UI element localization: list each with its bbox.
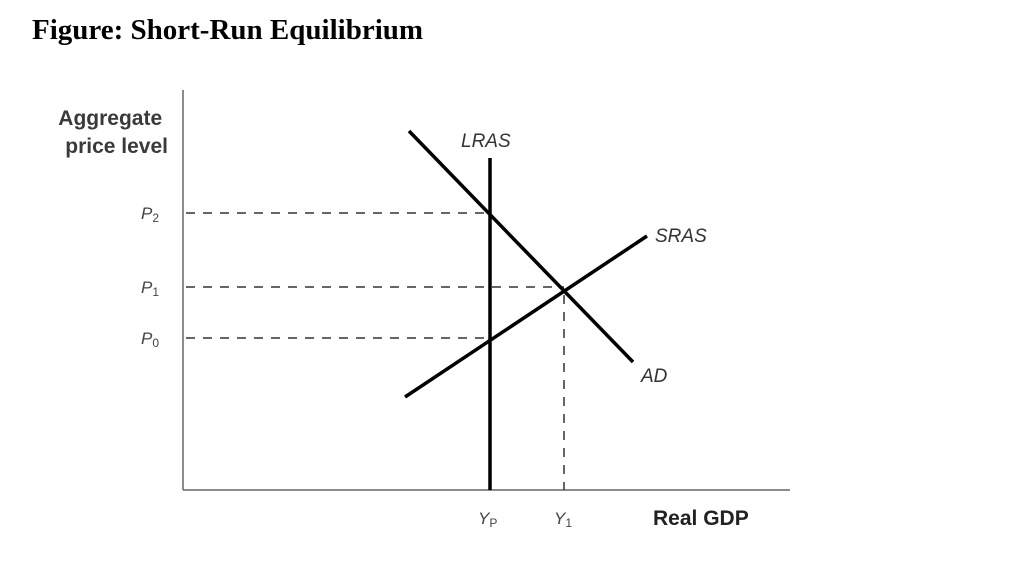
output-level-y1-label: Y1	[554, 509, 572, 530]
price-level-p0-label: P0	[141, 329, 159, 350]
price-level-p1-label: P1	[141, 278, 159, 299]
sras-label: SRAS	[655, 226, 707, 247]
lras-label: LRAS	[461, 131, 511, 152]
y-axis-label-line2: price level	[65, 135, 168, 158]
figure-title: Figure: Short-Run Equilibrium	[32, 14, 424, 46]
y-axis-label: Aggregate price level	[58, 107, 168, 158]
y-axis-label-line1: Aggregate	[58, 107, 162, 130]
price-level-p2-label: P2	[141, 204, 159, 225]
sras-curve	[404, 234, 648, 399]
output-level-yp-label: YP	[478, 509, 497, 530]
ad-curve	[407, 129, 635, 364]
ad-label: AD	[640, 366, 668, 387]
x-axis-label: Real GDP	[653, 507, 749, 530]
